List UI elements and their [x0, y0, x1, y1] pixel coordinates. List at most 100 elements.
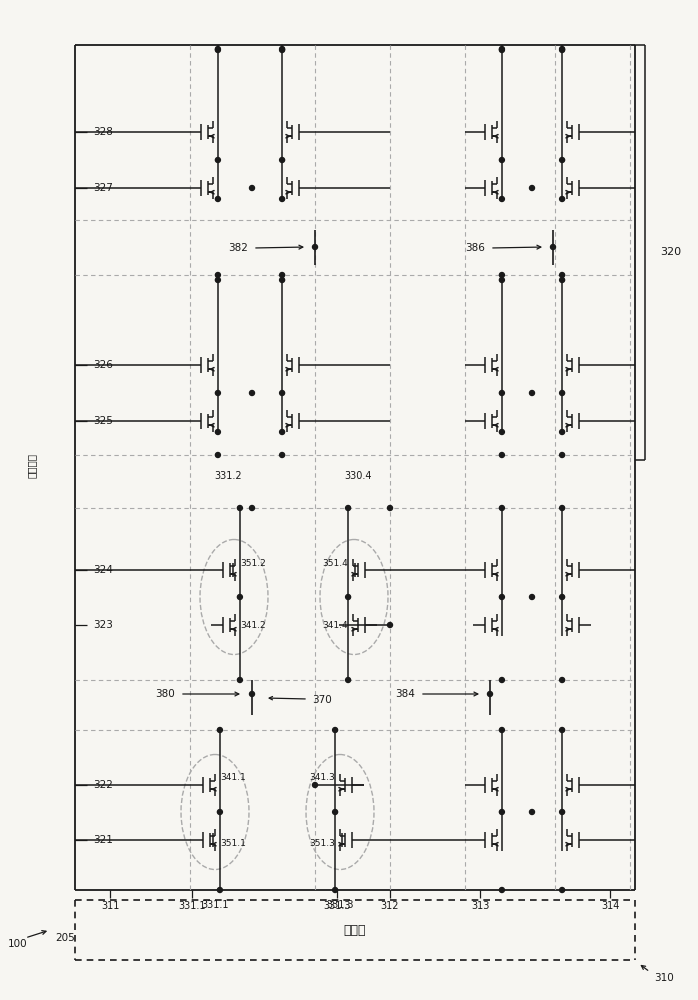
Text: 351.1: 351.1	[220, 838, 246, 848]
Circle shape	[499, 430, 505, 434]
Text: 列输出线: 列输出线	[27, 452, 37, 478]
Circle shape	[216, 47, 221, 52]
Circle shape	[499, 272, 505, 277]
Circle shape	[560, 272, 565, 277]
Circle shape	[560, 47, 565, 52]
Circle shape	[216, 430, 221, 434]
Circle shape	[280, 277, 285, 282]
Circle shape	[216, 157, 221, 162]
Text: 370: 370	[312, 695, 332, 705]
Circle shape	[313, 782, 318, 788]
Text: 382: 382	[228, 243, 248, 253]
Text: 351.4: 351.4	[322, 558, 348, 568]
Circle shape	[387, 622, 392, 628]
Circle shape	[216, 196, 221, 202]
Circle shape	[560, 810, 565, 814]
Text: 341.3: 341.3	[309, 774, 335, 782]
Text: 386: 386	[465, 243, 485, 253]
Circle shape	[499, 157, 505, 162]
Circle shape	[560, 196, 565, 202]
Circle shape	[280, 196, 285, 202]
Circle shape	[217, 810, 223, 814]
Circle shape	[216, 46, 221, 51]
Circle shape	[333, 888, 338, 892]
Circle shape	[499, 594, 505, 599]
Text: 331.3: 331.3	[323, 901, 351, 911]
Circle shape	[499, 390, 505, 395]
Circle shape	[387, 506, 392, 510]
Text: 331.2: 331.2	[214, 471, 242, 481]
Circle shape	[280, 157, 285, 162]
Text: 328: 328	[93, 127, 113, 137]
Circle shape	[560, 430, 565, 434]
Circle shape	[499, 46, 505, 51]
Circle shape	[280, 452, 285, 458]
Circle shape	[333, 728, 338, 732]
Circle shape	[499, 196, 505, 202]
Text: 331.3: 331.3	[326, 900, 354, 910]
Circle shape	[313, 244, 318, 249]
Circle shape	[217, 888, 223, 892]
Text: 323: 323	[93, 620, 113, 630]
Text: 314: 314	[601, 901, 619, 911]
Text: 351.2: 351.2	[240, 558, 266, 568]
Text: 341.4: 341.4	[322, 620, 348, 630]
Circle shape	[560, 157, 565, 162]
Circle shape	[499, 810, 505, 814]
Circle shape	[216, 277, 221, 282]
Circle shape	[216, 452, 221, 458]
Text: 341.1: 341.1	[220, 774, 246, 782]
Circle shape	[280, 430, 285, 434]
Circle shape	[560, 46, 565, 51]
Text: 311: 311	[101, 901, 119, 911]
Circle shape	[237, 678, 242, 682]
Circle shape	[237, 506, 242, 510]
Circle shape	[560, 452, 565, 458]
Circle shape	[249, 390, 255, 395]
Circle shape	[530, 810, 535, 814]
Circle shape	[560, 678, 565, 682]
Text: 324: 324	[93, 565, 113, 575]
Circle shape	[499, 728, 505, 732]
Circle shape	[560, 506, 565, 510]
Circle shape	[249, 506, 255, 510]
Text: 330.4: 330.4	[344, 471, 372, 481]
Circle shape	[346, 678, 350, 682]
Circle shape	[346, 594, 350, 599]
Text: 312: 312	[380, 901, 399, 911]
Circle shape	[280, 390, 285, 395]
Text: 351.3: 351.3	[309, 838, 335, 848]
Circle shape	[551, 244, 556, 249]
Text: 320: 320	[660, 247, 681, 257]
Circle shape	[530, 186, 535, 190]
Circle shape	[216, 272, 221, 277]
Circle shape	[280, 46, 285, 51]
Text: 380: 380	[155, 689, 175, 699]
Text: 310: 310	[654, 973, 674, 983]
Text: 331.1: 331.1	[178, 901, 206, 911]
Circle shape	[530, 594, 535, 599]
Text: 313: 313	[471, 901, 489, 911]
Text: 341.2: 341.2	[240, 620, 266, 630]
Circle shape	[487, 692, 493, 696]
Text: 326: 326	[93, 360, 113, 370]
Circle shape	[216, 390, 221, 395]
Text: 325: 325	[93, 416, 113, 426]
Text: 205: 205	[55, 933, 75, 943]
Circle shape	[499, 277, 505, 282]
Circle shape	[249, 186, 255, 190]
Circle shape	[560, 277, 565, 282]
Circle shape	[249, 692, 255, 696]
Circle shape	[560, 888, 565, 892]
Text: 100: 100	[8, 939, 28, 949]
Circle shape	[560, 594, 565, 599]
Text: 327: 327	[93, 183, 113, 193]
Text: 跨融合: 跨融合	[343, 924, 366, 936]
Circle shape	[280, 47, 285, 52]
Circle shape	[237, 594, 242, 599]
Circle shape	[560, 390, 565, 395]
Circle shape	[499, 506, 505, 510]
Circle shape	[280, 272, 285, 277]
Text: 321: 321	[93, 835, 113, 845]
Circle shape	[530, 390, 535, 395]
